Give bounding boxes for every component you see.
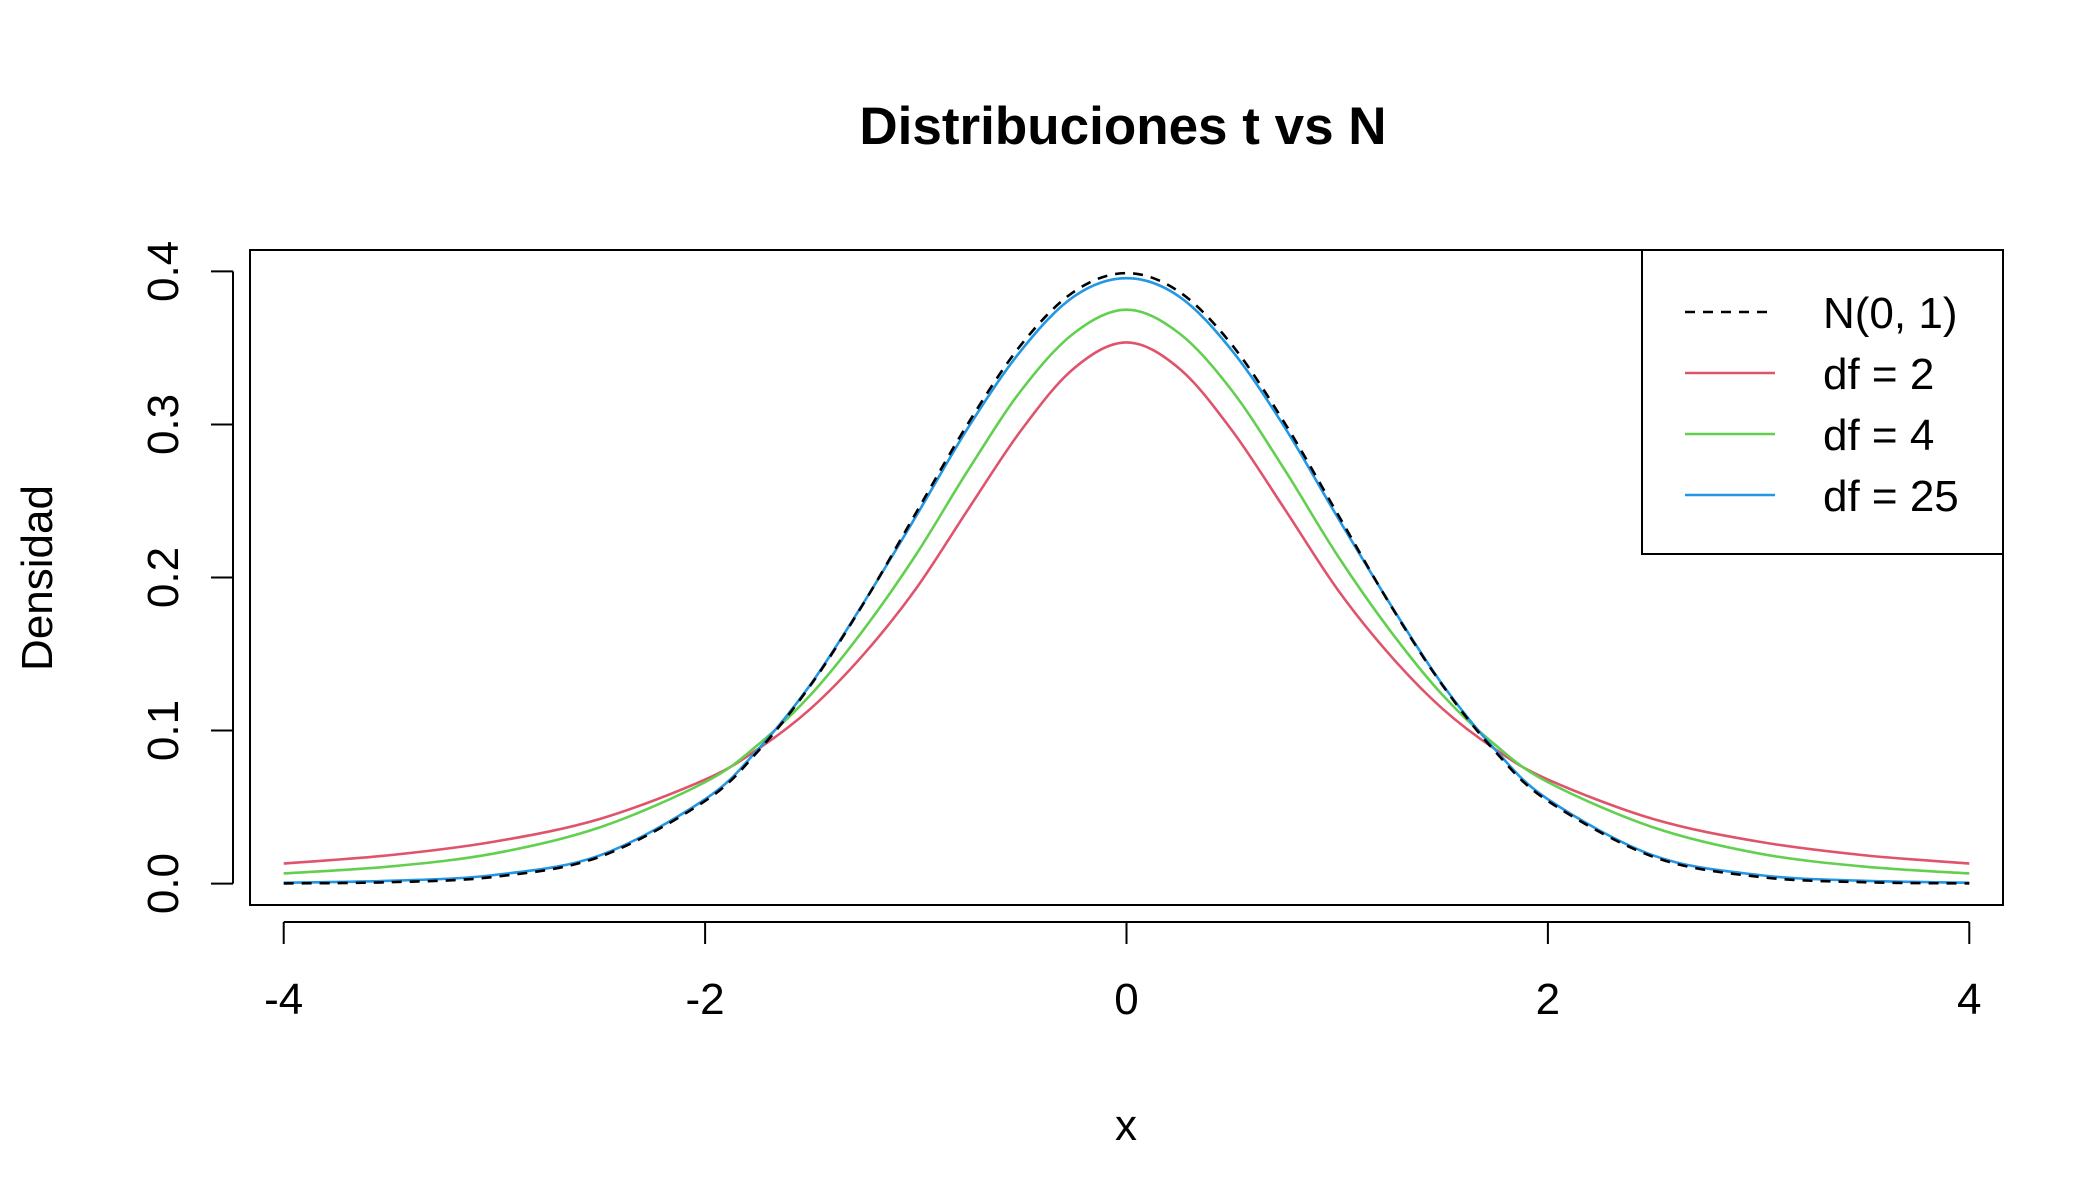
y-tick-label: 0.3	[139, 394, 188, 455]
series-line-3	[283, 308, 1970, 875]
chart-title: Distribuciones t vs N	[859, 97, 1386, 156]
x-tick-label: -2	[686, 975, 725, 1024]
series-line-1	[283, 271, 1970, 885]
y-axis: 0.0 0.1 0.2 0.3 0.4	[139, 241, 234, 914]
legend-label-2: df = 2	[1823, 350, 1934, 399]
y-axis-label: Densidad	[13, 485, 62, 671]
x-tick-label: 4	[1957, 975, 1981, 1024]
x-tick-label: 0	[1114, 975, 1138, 1024]
y-tick-label: 0.4	[139, 241, 188, 302]
legend: N(0, 1) df = 2 df = 4 df = 25	[1641, 249, 2004, 555]
legend-label-3: df = 4	[1823, 411, 1934, 460]
y-tick-label: 0.1	[139, 700, 188, 761]
x-tick-label: 2	[1536, 975, 1560, 1024]
series-layer	[283, 271, 1970, 885]
legend-label-1: N(0, 1)	[1823, 289, 1957, 338]
legend-label-4: df = 25	[1823, 472, 1959, 521]
series-line-2	[283, 341, 1970, 865]
y-tick-label: 0.0	[139, 853, 188, 914]
plot-area	[249, 249, 2004, 906]
x-axis-label: x	[1115, 1101, 1137, 1150]
x-axis: -4 -2 0 2 4	[264, 921, 1982, 1024]
x-tick-label: -4	[264, 975, 303, 1024]
y-tick-label: 0.2	[139, 547, 188, 608]
series-line-4	[283, 276, 1970, 884]
legend-box	[1641, 249, 2004, 555]
